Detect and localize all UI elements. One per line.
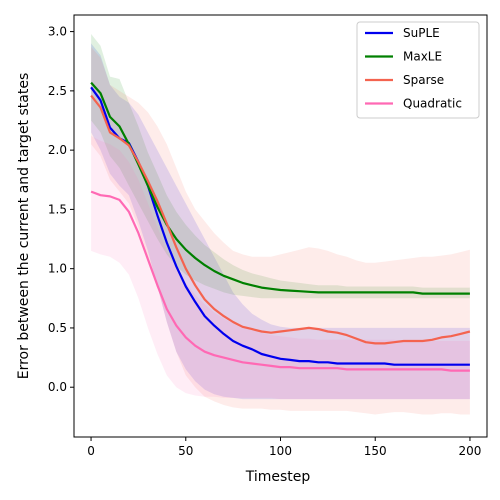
- y-tick-label: 1.0: [48, 262, 67, 276]
- x-tick-label: 0: [87, 444, 95, 458]
- x-axis: 0 50 100 150 200: [87, 437, 481, 458]
- y-tick-label: 1.5: [48, 202, 67, 216]
- y-tick-label: 0.0: [48, 380, 67, 394]
- legend-box: [356, 21, 480, 119]
- legend-label-quadratic: Quadratic: [403, 97, 462, 111]
- band-maxle: [91, 34, 470, 299]
- legend-label-sparse: Sparse: [403, 73, 444, 87]
- band-suple: [91, 43, 470, 400]
- y-tick-label: 3.0: [48, 25, 67, 39]
- series-line-suple: [90, 86, 470, 366]
- series-line-quadratic: [90, 190, 470, 372]
- series-line-maxle: [90, 81, 470, 295]
- y-axis-label: Error between the current and target sta…: [16, 73, 32, 380]
- confidence-bands: [91, 34, 470, 415]
- legend-label-maxle: MaxLE: [403, 50, 442, 64]
- series-line-sparse: [90, 94, 471, 345]
- y-axis: 0.0 0.5 1.0 1.5 2.0 2.5 3.0: [48, 25, 74, 394]
- x-tick-label: 50: [178, 444, 193, 458]
- x-axis-label: Timestep: [245, 469, 311, 485]
- band-quadratic: [91, 135, 470, 400]
- legend-label-suple: SuPLE: [403, 26, 440, 40]
- series-lines: [90, 81, 471, 372]
- y-tick-label: 2.5: [48, 84, 67, 98]
- y-tick-label: 2.0: [48, 143, 67, 157]
- x-tick-label: 150: [364, 444, 387, 458]
- legend: SuPLE MaxLE Sparse Quadratic: [356, 21, 480, 119]
- x-tick-label: 200: [458, 444, 481, 458]
- y-tick-label: 0.5: [48, 321, 67, 335]
- x-tick-label: 100: [269, 444, 292, 458]
- band-sparse: [91, 47, 470, 415]
